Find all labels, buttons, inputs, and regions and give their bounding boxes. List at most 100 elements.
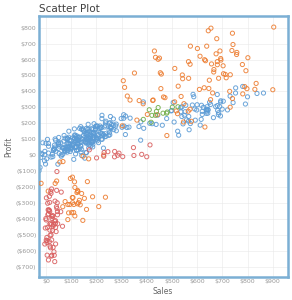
Point [83,139,88,144]
Point [215,62,220,67]
Text: Scatter Plot: Scatter Plot [39,4,99,14]
Point [51,214,55,218]
Point [191,92,195,97]
Point [85,179,90,184]
Point [96,136,100,141]
Point [100,125,104,130]
Point [45,137,50,142]
Point [112,149,117,154]
Point [131,145,136,150]
Point [150,121,154,126]
Point [42,242,47,246]
Point [79,153,84,158]
Point [120,123,125,128]
Point [230,31,235,36]
Point [157,56,162,61]
Point [59,154,64,159]
Point [66,135,71,140]
Point [94,136,99,141]
Point [76,142,81,147]
Point [28,155,33,160]
Point [141,100,146,104]
Point [82,129,86,134]
Point [156,57,161,62]
Point [91,145,95,149]
Point [125,125,129,130]
Point [180,73,185,77]
Point [89,140,94,145]
Point [34,166,39,171]
Point [107,128,111,132]
Point [53,138,58,143]
Point [208,26,213,31]
Point [43,226,48,230]
Point [203,58,208,63]
Point [215,59,220,64]
Point [71,141,75,146]
Point [63,146,67,150]
Point [176,133,181,138]
Point [71,195,75,200]
Point [164,133,169,138]
Point [79,140,83,144]
Point [163,95,167,100]
Point [207,78,212,82]
Point [64,147,68,152]
Point [109,125,113,130]
Point [189,119,194,124]
Point [87,129,92,134]
Point [54,229,58,234]
Point [90,140,95,144]
Point [86,122,91,127]
Point [67,144,72,149]
Point [79,144,83,149]
Point [53,149,58,154]
Point [220,107,225,112]
Point [73,134,78,139]
Point [84,126,88,131]
Point [202,57,207,62]
Point [72,214,77,218]
Point [172,99,177,104]
Point [87,139,92,144]
Point [72,133,77,137]
Point [50,216,54,221]
Point [171,100,175,105]
Point [175,111,180,116]
Point [184,118,189,122]
Point [49,187,54,191]
Point [165,110,170,114]
Point [54,178,59,183]
Point [47,194,52,199]
Point [159,72,164,76]
Point [233,85,238,90]
Point [65,136,70,141]
Point [240,62,245,67]
Point [244,68,248,73]
Point [204,106,209,111]
Point [205,107,210,112]
Point [39,151,44,156]
Point [51,154,55,159]
Point [91,136,96,140]
Point [40,152,44,157]
Point [154,122,159,127]
Point [74,144,79,149]
Point [215,108,220,113]
Point [245,94,250,99]
Point [59,190,64,194]
Point [51,147,56,152]
Point [246,55,250,60]
Point [20,164,25,169]
Point [173,66,177,71]
Point [77,198,82,203]
Point [76,135,80,140]
Point [70,143,75,148]
Point [70,142,74,147]
Point [103,134,107,139]
Point [55,162,60,167]
Point [38,165,42,170]
Point [156,105,161,110]
Point [210,91,215,95]
Point [101,146,106,151]
